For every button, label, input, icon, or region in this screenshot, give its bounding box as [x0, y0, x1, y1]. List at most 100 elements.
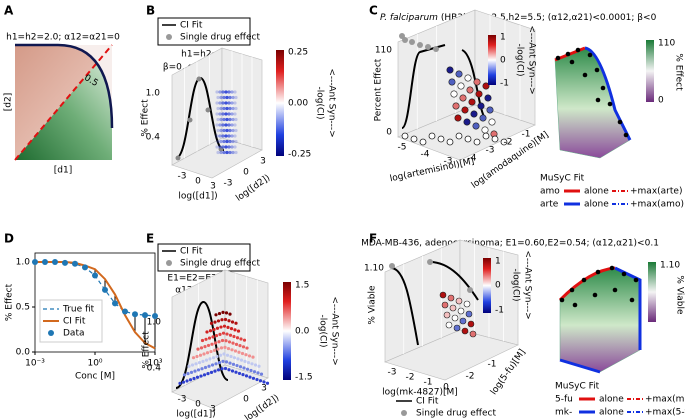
ci-point: [246, 360, 251, 365]
surface: [559, 267, 641, 373]
ci-point: [482, 82, 490, 90]
ci-point: [473, 138, 481, 146]
single-drug-point: [417, 42, 423, 48]
ci-point: [446, 66, 454, 74]
ci-point: [419, 138, 427, 146]
x-tick-label: -3: [388, 368, 397, 378]
ci-curve: [401, 44, 446, 129]
single-drug-point: [205, 107, 211, 113]
axis-label: % Viable: [368, 285, 378, 325]
legend-label: +max(arte): [630, 187, 682, 197]
ci-point: [226, 325, 230, 329]
ci-point: [208, 357, 212, 361]
ci-point: [244, 353, 248, 357]
data-point: [609, 265, 615, 271]
data-point: [569, 59, 575, 65]
ci-point: [445, 321, 453, 329]
ci-point: [410, 135, 418, 143]
ci-point: [205, 351, 210, 355]
ci-point: [202, 373, 207, 377]
data-point: [594, 67, 600, 73]
axis-label: log([d1]): [176, 410, 215, 420]
ci-point: [196, 368, 201, 372]
ci-point: [234, 139, 238, 144]
ci-point: [234, 128, 238, 133]
ci-point: [227, 101, 231, 105]
panel-label: F: [369, 232, 377, 246]
ci-point: [453, 324, 461, 332]
data-point: [565, 51, 571, 57]
colorbar-label: -log(CI): [318, 315, 328, 348]
ci-point: [234, 370, 238, 374]
ci-curve: [391, 267, 419, 346]
ci-point: [222, 139, 226, 144]
ci-point: [477, 102, 485, 110]
ci-point: [195, 375, 200, 379]
ci-point: [191, 356, 196, 360]
colorbar-tick-label: 0: [658, 96, 664, 106]
data-point: [141, 312, 148, 319]
ci-point: [218, 90, 222, 94]
legend-label: Single drug effect: [416, 409, 496, 419]
panel-title: P. falciparum (HB3); h1=2.5,h2=5.5; (α12…: [380, 13, 657, 23]
ci-point: [228, 150, 232, 155]
legend-label: Single drug effect: [180, 33, 260, 43]
ci-point: [245, 367, 250, 371]
ci-point: [204, 337, 208, 341]
data-point: [633, 277, 639, 283]
panel-label: A: [4, 4, 14, 18]
colorbar-label: -log(CI): [515, 44, 525, 77]
z-tick-label: 1.0: [147, 318, 162, 328]
legend-label: alone: [584, 200, 609, 210]
ci-point: [461, 106, 469, 114]
ci-point: [205, 330, 209, 334]
data-point: [629, 297, 635, 303]
legend-box: [157, 243, 251, 272]
ci-point: [231, 341, 235, 345]
floor: [384, 329, 519, 381]
ci-point: [220, 338, 225, 343]
ci-point: [216, 117, 220, 122]
ci-point: [475, 90, 483, 98]
z-tick-label: 0.4: [147, 364, 162, 374]
floor: [397, 104, 536, 161]
ci-point: [466, 86, 474, 94]
ci-point: [459, 317, 467, 325]
ci-point: [228, 106, 232, 111]
ci-point: [484, 94, 492, 102]
ci-point: [227, 319, 231, 323]
y-tick-label: -1: [522, 130, 531, 140]
ci-point: [187, 364, 191, 368]
param-text: E1=E2=E3=0.4: [167, 274, 238, 284]
ci-point: [252, 370, 257, 374]
ci-point: [259, 372, 264, 376]
ci-point: [204, 358, 209, 362]
ci-point: [234, 342, 239, 346]
ci-point: [178, 381, 182, 385]
ci-point: [226, 346, 231, 351]
data-point: [72, 260, 78, 267]
data-point: [152, 313, 158, 319]
axis-label: % Effect: [142, 331, 152, 369]
colorbar-label: <---Ant Syn--->: [527, 25, 537, 94]
ci-point: [203, 345, 207, 349]
ci-point: [454, 114, 462, 122]
axis-label: log([d2]): [234, 173, 272, 204]
x-tick-label: -5: [398, 143, 407, 153]
ci-point: [215, 326, 220, 330]
ci-point: [437, 135, 445, 143]
ci-point: [221, 310, 225, 314]
z-tick-label: 1.10: [364, 264, 384, 274]
ci-point: [218, 101, 222, 105]
ci-point: [401, 132, 409, 140]
ci-point: [223, 366, 228, 371]
data-point: [61, 259, 68, 266]
legend-label: alone: [584, 187, 609, 197]
ci-point: [219, 150, 223, 155]
ci-point: [241, 373, 245, 377]
ci-point: [233, 123, 237, 127]
ci-point: [439, 291, 447, 299]
single-drug-point: [399, 33, 405, 39]
ci-point: [251, 376, 256, 380]
ci-point: [452, 102, 460, 110]
